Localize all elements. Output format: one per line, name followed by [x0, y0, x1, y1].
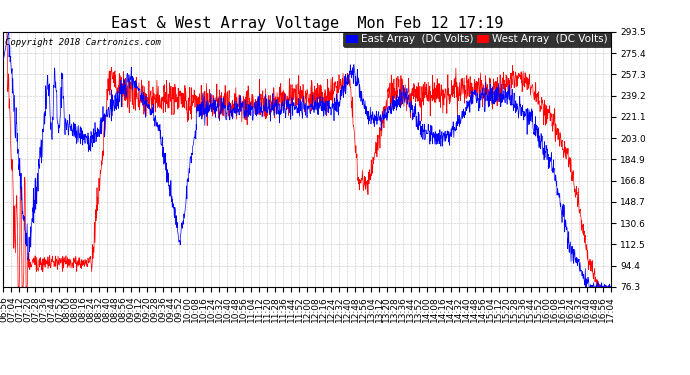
Text: Copyright 2018 Cartronics.com: Copyright 2018 Cartronics.com	[5, 38, 161, 47]
Legend: East Array  (DC Volts), West Array  (DC Volts): East Array (DC Volts), West Array (DC Vo…	[343, 32, 611, 47]
Title: East & West Array Voltage  Mon Feb 12 17:19: East & West Array Voltage Mon Feb 12 17:…	[111, 16, 503, 31]
